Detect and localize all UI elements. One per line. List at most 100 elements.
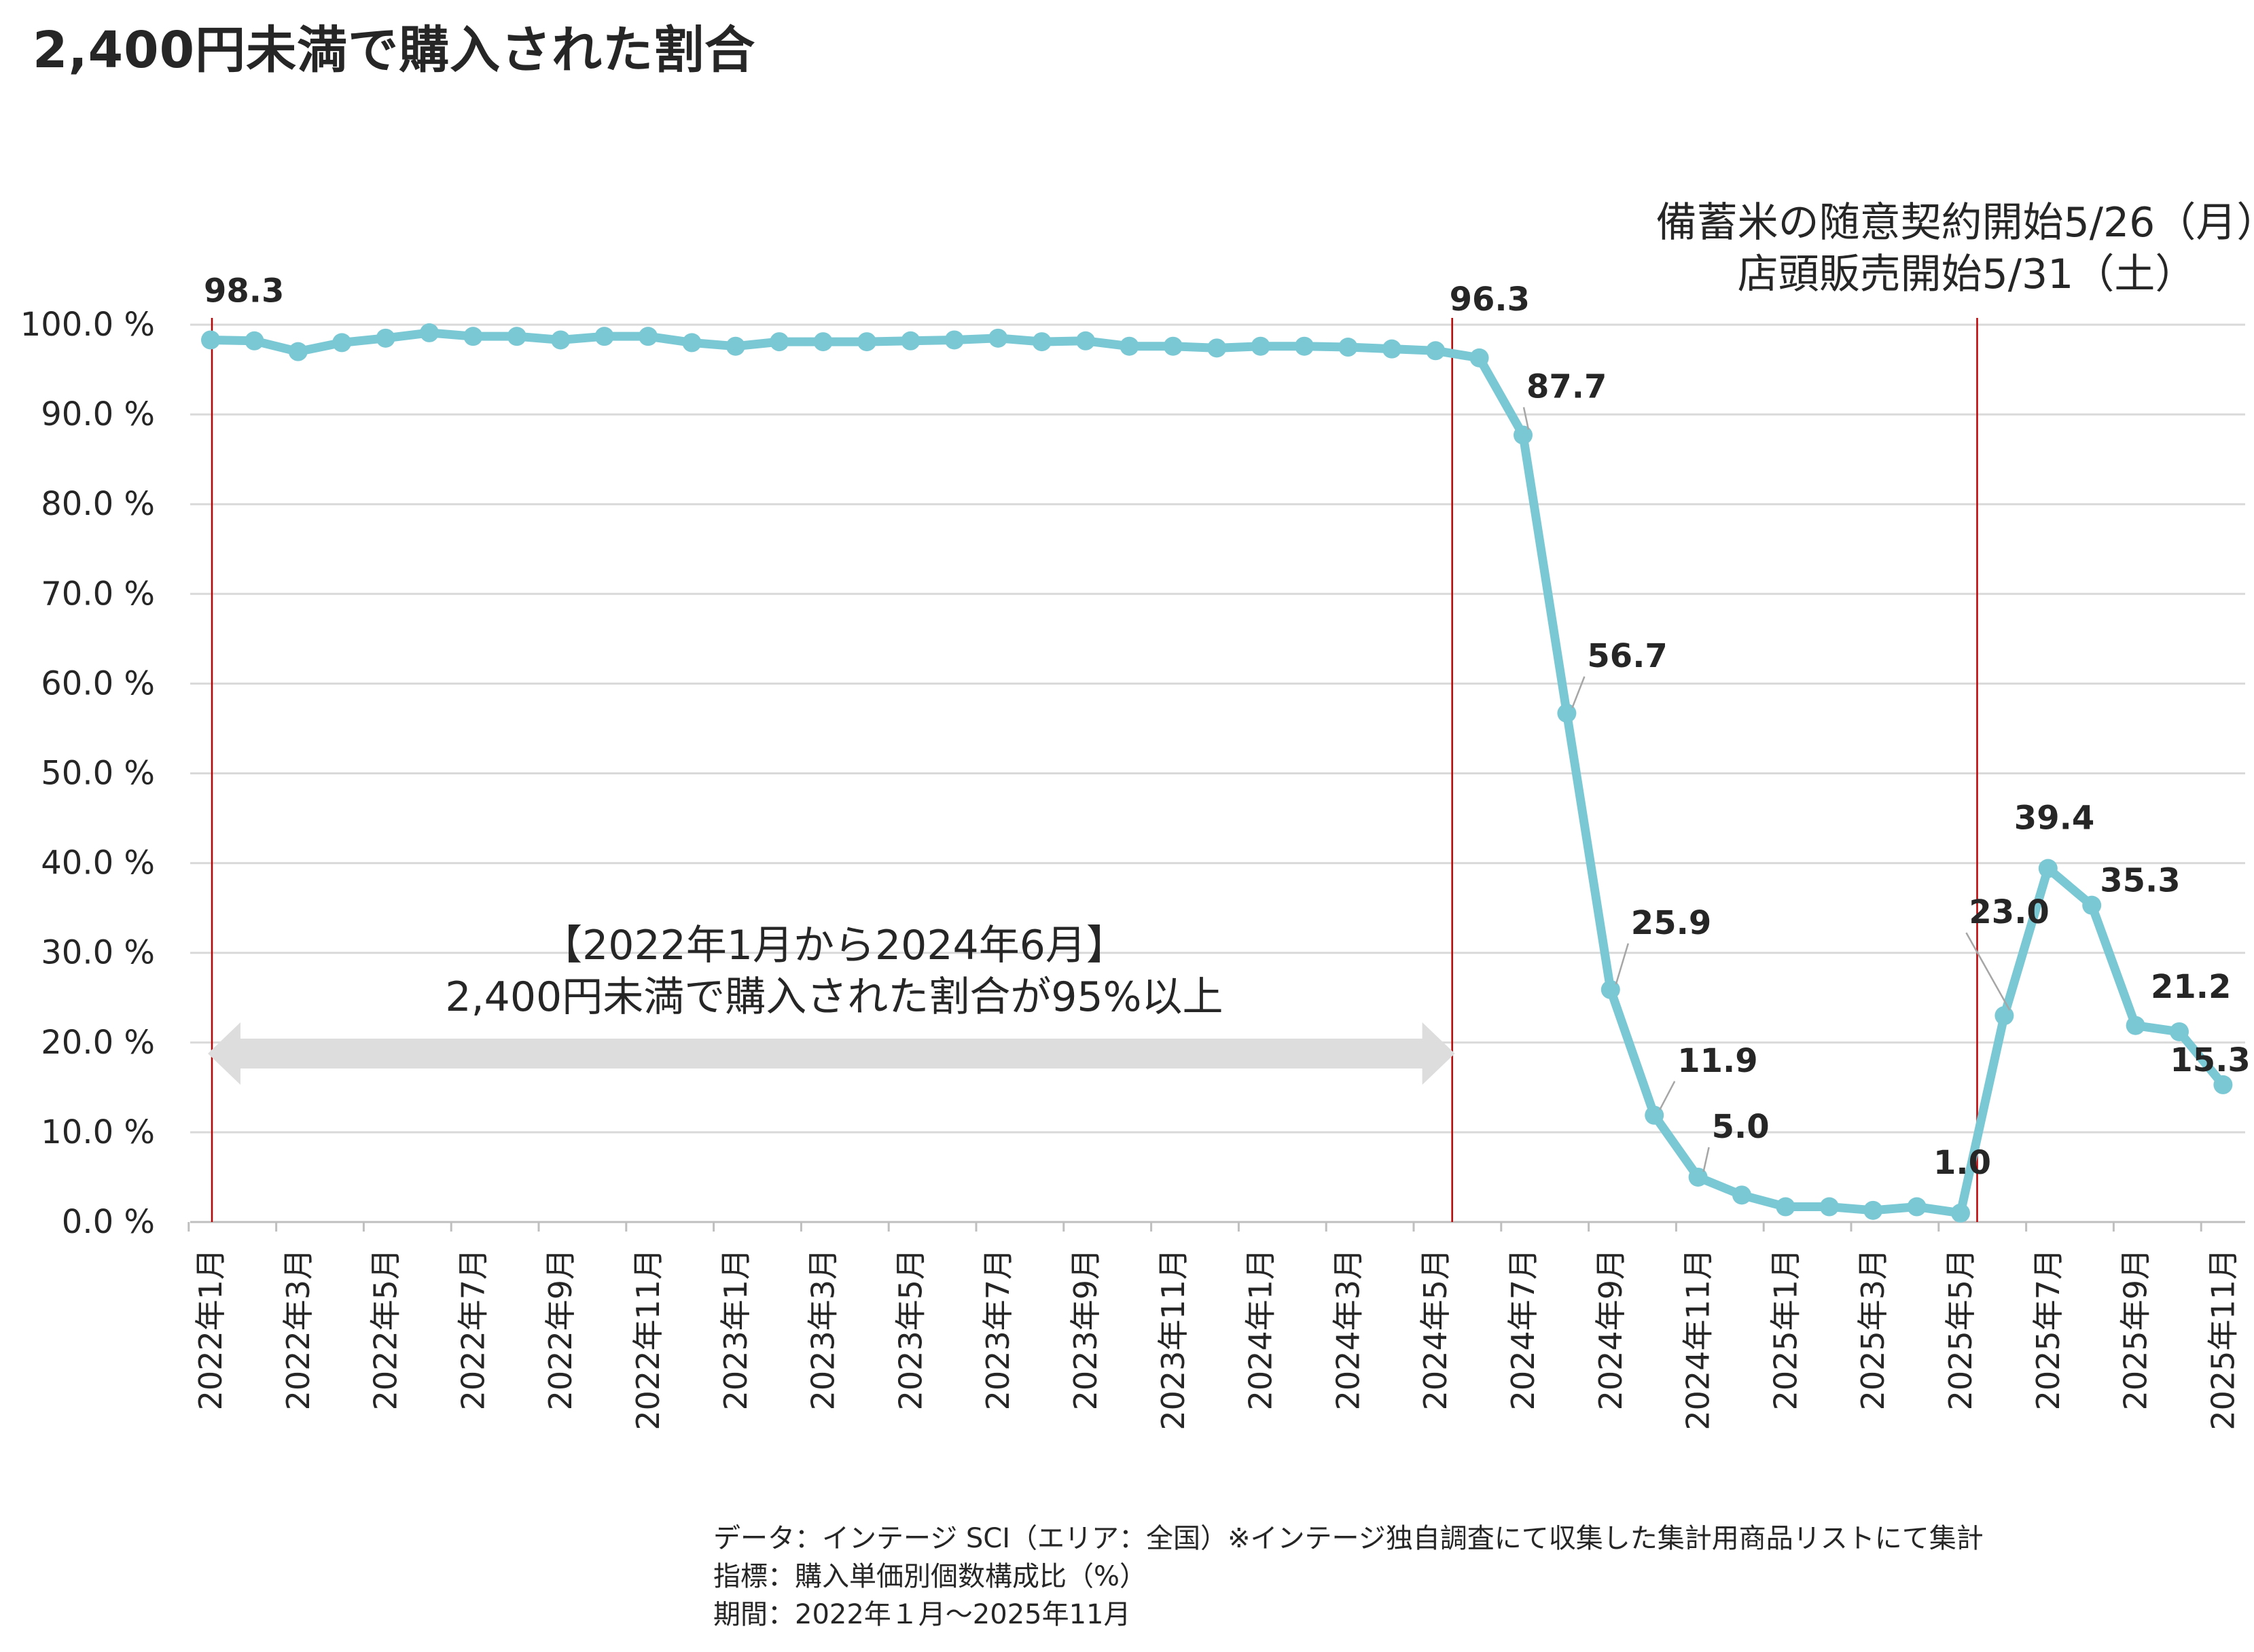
x-tick-label: 2023年1月 xyxy=(717,1249,754,1410)
data-point xyxy=(1470,348,1489,367)
period-span-arrow xyxy=(208,1022,1455,1085)
data-label-leader xyxy=(1616,944,1628,984)
x-tick-label: 2022年5月 xyxy=(368,1249,404,1410)
data-label: 25.9 xyxy=(1631,904,1711,942)
data-label: 39.4 xyxy=(2014,800,2094,838)
data-point xyxy=(201,330,220,349)
data-label-leader xyxy=(1660,1081,1675,1110)
data-point xyxy=(1033,332,1052,351)
data-point xyxy=(1164,337,1183,356)
x-tick-label: 2022年9月 xyxy=(542,1249,579,1410)
x-tick-label: 2022年3月 xyxy=(280,1249,317,1410)
data-point xyxy=(1120,337,1139,356)
data-point xyxy=(1820,1198,1839,1217)
note-metric: 指標：購入単価別個数構成比（%） xyxy=(713,1561,1147,1592)
data-point xyxy=(1732,1185,1751,1204)
y-axis-tick-labels: 0.0 % 10.0 % 20.0 % 30.0 % 40.0 % 50.0 % 60.0 … xyxy=(20,306,155,1241)
data-point xyxy=(1951,1204,1970,1223)
y-tick-label: 60.0 % xyxy=(41,664,155,702)
data-label-leader xyxy=(1572,677,1584,708)
data-point xyxy=(245,331,264,351)
data-point xyxy=(988,329,1007,348)
x-tick-label: 2022年7月 xyxy=(454,1249,491,1410)
x-tick-label: 2024年7月 xyxy=(1505,1249,1541,1410)
data-point xyxy=(1776,1198,1795,1217)
data-point xyxy=(1689,1168,1708,1187)
data-point xyxy=(332,333,351,352)
data-label: 96.3 xyxy=(1450,281,1530,319)
data-point xyxy=(2126,1016,2145,1035)
data-point xyxy=(2039,859,2058,878)
y-tick-label: 80.0 % xyxy=(41,485,155,523)
y-tick-label: 10.0 % xyxy=(41,1113,155,1151)
x-tick-label: 2023年5月 xyxy=(892,1249,929,1410)
event-lines xyxy=(212,318,1977,1222)
x-tick-label: 2022年1月 xyxy=(192,1249,229,1410)
x-tick-label: 2025年11月 xyxy=(2204,1249,2241,1431)
y-tick-label: 20.0 % xyxy=(41,1024,155,1062)
data-point xyxy=(1994,1006,2014,1025)
x-axis-tick-labels: 2022年1月 2022年3月 2022年5月 2022年7月 2022年9月 2022年… xyxy=(192,1249,2241,1431)
x-tick-label: 2024年9月 xyxy=(1592,1249,1629,1410)
data-point xyxy=(420,323,439,342)
data-point xyxy=(507,327,526,346)
data-label: 5.0 xyxy=(1712,1108,1770,1146)
y-tick-label: 100.0 % xyxy=(20,306,155,344)
data-point xyxy=(1382,340,1401,359)
y-tick-label: 90.0 % xyxy=(41,395,155,433)
y-tick-label: 30.0 % xyxy=(41,934,155,972)
data-label-leader xyxy=(1966,933,2009,1010)
data-point xyxy=(551,330,570,349)
data-point xyxy=(814,332,833,351)
data-point xyxy=(682,333,701,352)
data-label: 87.7 xyxy=(1526,367,1607,406)
x-axis xyxy=(189,1222,2245,1232)
data-point xyxy=(1207,338,1226,357)
data-label: 1.0 xyxy=(1933,1144,1991,1182)
data-point xyxy=(1514,425,1533,444)
data-point xyxy=(289,342,308,361)
y-tick-label: 40.0 % xyxy=(41,844,155,882)
x-tick-label: 2025年1月 xyxy=(1767,1249,1804,1410)
period-annotation-line1: 【2022年1月から2024年6月】 xyxy=(541,922,1127,969)
data-point xyxy=(639,327,658,346)
x-tick-label: 2025年3月 xyxy=(1855,1249,1891,1410)
x-tick-label: 2023年9月 xyxy=(1067,1249,1104,1410)
data-label: 35.3 xyxy=(2100,862,2180,900)
y-tick-label: 70.0 % xyxy=(41,575,155,613)
x-tick-label: 2023年3月 xyxy=(805,1249,842,1410)
data-point xyxy=(857,332,876,351)
note-period: 期間：2022年１月～2025年11月 xyxy=(713,1599,1131,1630)
data-label: 11.9 xyxy=(1677,1042,1757,1080)
x-tick-label: 2024年5月 xyxy=(1417,1249,1454,1410)
data-point xyxy=(1076,331,1095,351)
x-tick-label: 2024年11月 xyxy=(1680,1249,1717,1431)
data-label: 15.3 xyxy=(2170,1041,2250,1079)
x-tick-label: 2024年3月 xyxy=(1329,1249,1366,1410)
stockpile-annotation-line1: 備蓄米の随意契約開始5/26（月） xyxy=(1656,199,2254,247)
y-tick-label: 0.0 % xyxy=(62,1203,155,1241)
x-tick-label: 2023年7月 xyxy=(980,1249,1016,1410)
data-label-leader xyxy=(1704,1147,1709,1172)
data-point xyxy=(1426,341,1445,360)
x-tick-label: 2025年9月 xyxy=(2117,1249,2154,1410)
data-point xyxy=(770,332,789,351)
data-point xyxy=(726,337,745,356)
x-tick-label: 2022年11月 xyxy=(630,1249,666,1431)
data-point xyxy=(1908,1198,1927,1217)
data-point xyxy=(376,329,395,348)
data-point xyxy=(945,330,964,349)
data-point xyxy=(2082,896,2101,915)
x-tick-label: 2025年7月 xyxy=(2030,1249,2067,1410)
data-point xyxy=(2170,1022,2189,1041)
data-label: 23.0 xyxy=(1969,893,2049,931)
x-tick-label: 2023年11月 xyxy=(1155,1249,1192,1431)
data-label: 98.3 xyxy=(204,272,284,310)
data-point xyxy=(901,331,920,351)
data-point xyxy=(1863,1201,1882,1220)
period-span-arrow-shape xyxy=(208,1022,1455,1085)
data-point xyxy=(1295,337,1314,356)
source-notes: データ：インテージ SCI（エリア：全国）※インテージ独自調査にて収集した集計用… xyxy=(713,1523,1984,1630)
data-point xyxy=(1251,337,1270,356)
